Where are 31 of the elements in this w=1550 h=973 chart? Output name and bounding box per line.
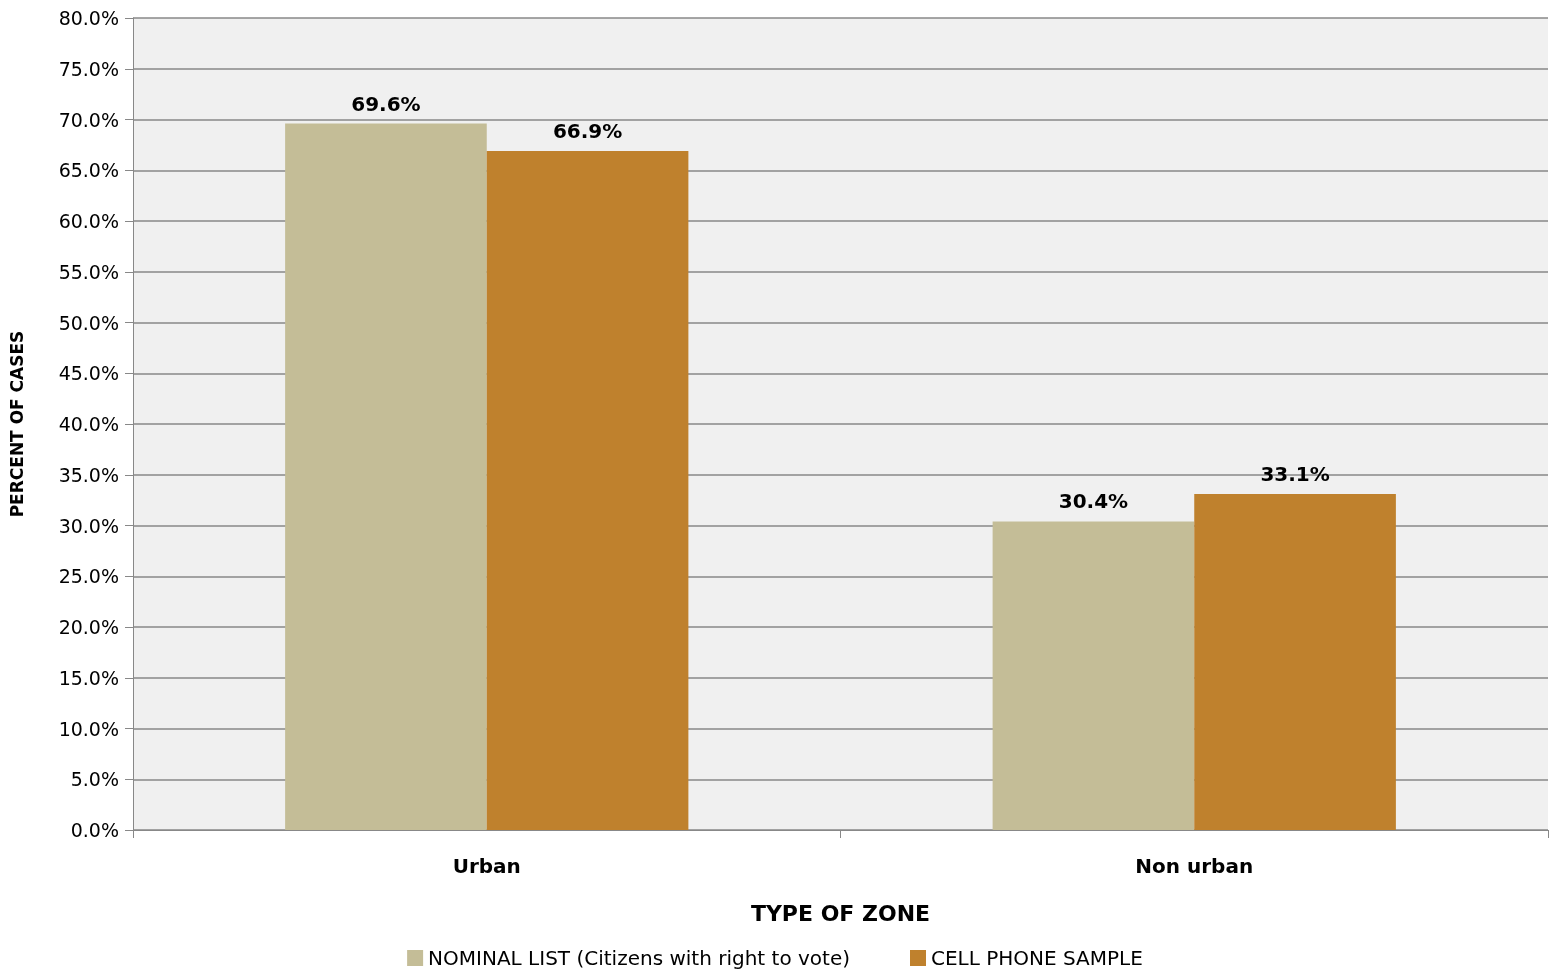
y-tick-label: 55.0% xyxy=(58,260,119,283)
y-tick-label: 30.0% xyxy=(58,514,119,537)
y-tick-label: 40.0% xyxy=(58,413,119,435)
data-label: 30.4% xyxy=(1058,489,1129,514)
y-tick-label: 35.0% xyxy=(58,463,119,486)
y-tick-label: 50.0% xyxy=(58,311,119,334)
x-tick-label: Urban xyxy=(452,854,521,878)
y-tick-label: 80.0% xyxy=(58,7,119,29)
x-tick-label: Non urban xyxy=(1135,854,1254,878)
bar xyxy=(285,123,487,830)
legend-label: CELL PHONE SAMPLE xyxy=(931,946,1143,970)
y-tick-label: 75.0% xyxy=(58,57,119,80)
y-axis-title: PERCENT OF CASES xyxy=(6,330,27,518)
bar xyxy=(1194,494,1396,830)
data-label: 69.6% xyxy=(351,91,421,116)
y-tick-label: 25.0% xyxy=(58,565,119,588)
y-tick-label: 5.0% xyxy=(70,768,119,791)
legend-label: NOMINAL LIST (Citizens with right to vote) xyxy=(428,946,851,970)
bar xyxy=(992,521,1195,830)
data-label: 33.1% xyxy=(1260,462,1330,487)
y-tick-label: 70.0% xyxy=(58,108,119,131)
y-tick-label: 15.0% xyxy=(58,666,119,689)
y-tick-label: 20.0% xyxy=(58,616,119,638)
y-tick-label: 65.0% xyxy=(58,159,119,182)
y-tick-label: 0.0% xyxy=(70,819,119,841)
data-label: 66.9% xyxy=(552,118,623,143)
x-axis-title: TYPE OF ZONE xyxy=(750,900,931,926)
y-tick-label: 10.0% xyxy=(58,717,119,740)
y-tick-label: 60.0% xyxy=(58,210,119,232)
bar xyxy=(486,150,689,830)
y-tick-label: 45.0% xyxy=(58,362,119,385)
